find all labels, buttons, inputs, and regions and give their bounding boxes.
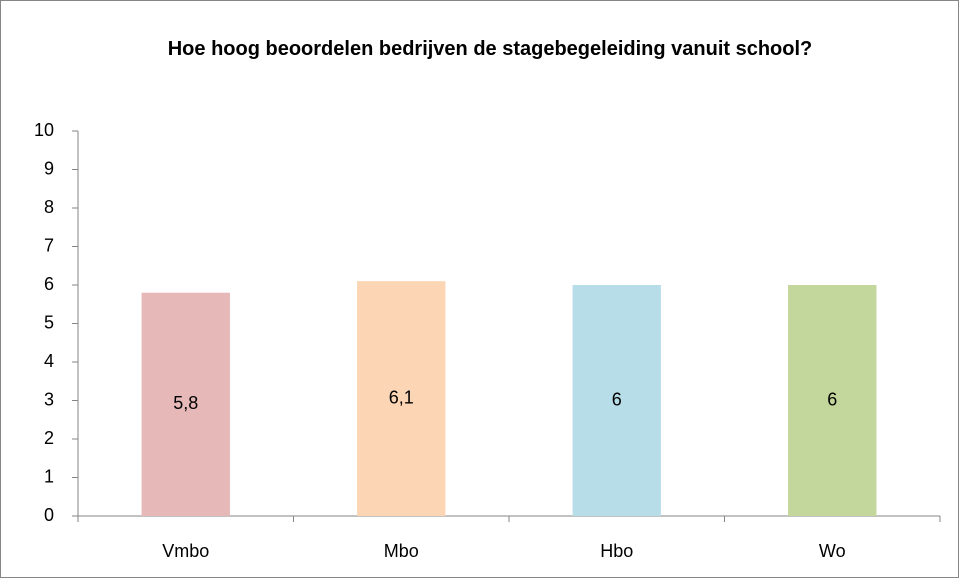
value-label: 6 [612,389,622,409]
x-tick-label: Mbo [384,541,419,561]
x-tick-label: Vmbo [162,541,209,561]
y-tick-label: 1 [44,466,54,486]
chart-title: Hoe hoog beoordelen bedrijven de stagebe… [167,38,813,60]
y-tick-label: 8 [44,197,54,217]
bar [788,285,877,516]
y-tick-label: 10 [34,120,54,140]
y-tick-label: 3 [44,389,54,409]
bar [357,281,446,516]
x-tick-label: Hbo [600,541,633,561]
value-label: 6,1 [389,387,414,407]
value-label: 5,8 [173,393,198,413]
x-tick-label: Wo [819,541,846,561]
value-label: 6 [827,389,837,409]
y-tick-label: 2 [44,428,54,448]
y-tick-label: 0 [44,505,54,525]
bar [572,285,661,516]
y-tick-label: 5 [44,312,54,332]
y-tick-label: 7 [44,235,54,255]
y-tick-label: 6 [44,274,54,294]
y-tick-label: 9 [44,158,54,178]
bar [141,292,230,516]
y-tick-label: 4 [44,351,54,371]
